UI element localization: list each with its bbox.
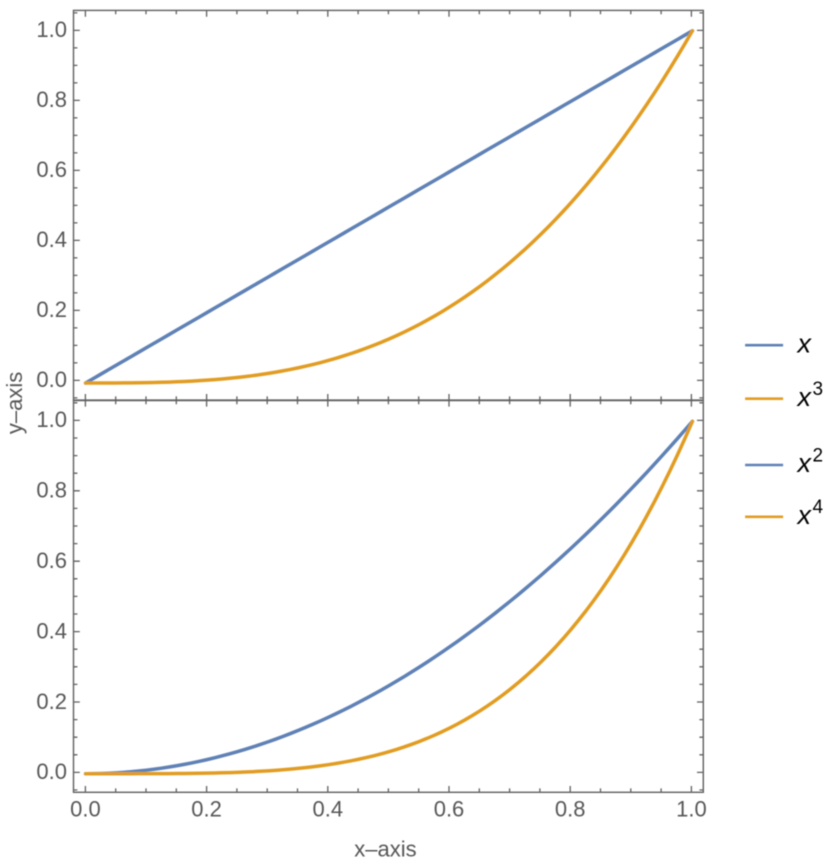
svg-text:0.0: 0.0 [70,797,101,822]
svg-text:x: x [796,328,813,358]
svg-text:0.0: 0.0 [36,759,67,784]
svg-text:1.0: 1.0 [36,407,67,432]
svg-text:0.6: 0.6 [36,548,67,573]
svg-text:0.8: 0.8 [36,478,67,503]
svg-text:1.0: 1.0 [676,797,707,822]
svg-text:0.8: 0.8 [36,87,67,112]
svg-text:1.0: 1.0 [36,17,67,42]
svg-text:0.4: 0.4 [36,618,67,643]
svg-text:0.4: 0.4 [36,227,67,252]
svg-text:0.4: 0.4 [313,797,344,822]
svg-text:0.8: 0.8 [555,797,586,822]
svg-text:y–axis: y–axis [2,372,27,434]
svg-text:0.2: 0.2 [191,797,222,822]
svg-text:0.0: 0.0 [36,367,67,392]
svg-text:0.6: 0.6 [434,797,465,822]
svg-text:0.2: 0.2 [36,689,67,714]
svg-text:x–axis: x–axis [354,836,416,861]
svg-text:0.6: 0.6 [36,157,67,182]
svg-text:0.2: 0.2 [36,297,67,322]
